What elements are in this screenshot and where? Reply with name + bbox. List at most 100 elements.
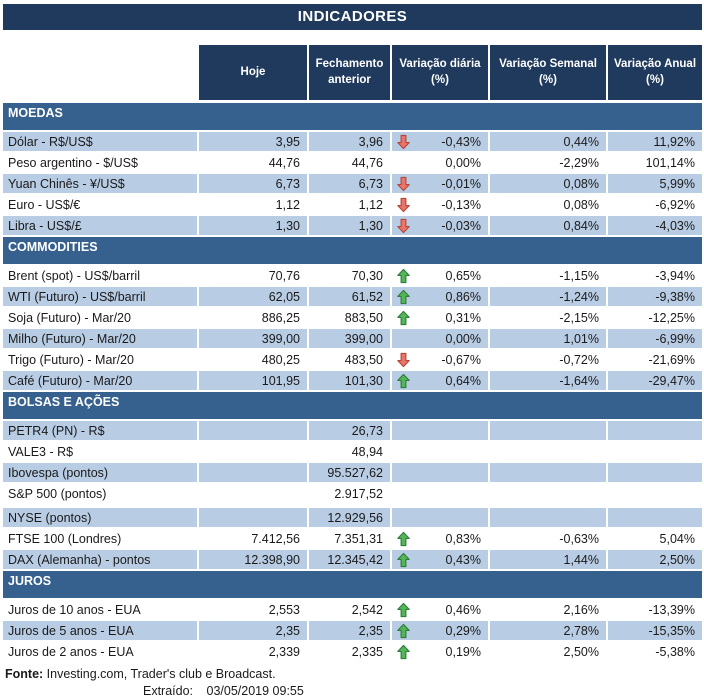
cell-hoje: 399,00 [197, 328, 308, 350]
cell-variacao-semanal: 0,84% [488, 215, 607, 237]
cell-fechamento: 483,50 [307, 349, 391, 371]
cell-variacao-anual: 5,04% [606, 528, 702, 550]
cell-variacao-anual: -6,92% [606, 194, 702, 216]
section-band-moedas: MOEDAS [3, 101, 702, 132]
section-band-bolsas-e-a-es: BOLSAS E AÇÕES [3, 391, 702, 421]
cell-variacao-diaria: -0,67% [390, 349, 489, 371]
cell-variacao-semanal: 0,08% [488, 194, 607, 216]
cell-fechamento: 44,76 [307, 152, 391, 174]
cell-hoje [197, 441, 308, 463]
cell-hoje: 12.398,90 [197, 549, 308, 571]
down-arrow-icon [396, 352, 410, 367]
cell-variacao-diaria: 0,43% [390, 549, 489, 571]
cell-variacao-diaria: -0,03% [390, 215, 489, 237]
cell-variacao-diaria: 0,31% [390, 307, 489, 329]
cell-fechamento: 95.527,62 [307, 462, 391, 484]
table-row: Juros de 5 anos - EUA 2,35 2,35 0,29% 2,… [3, 620, 702, 642]
no-arrow-slot [396, 465, 410, 480]
table-row: Euro - US$/€ 1,12 1,12 -0,13% 0,08% -6,9… [3, 194, 702, 216]
indicators-table: Hoje Fechamento anterior Variação diária… [3, 45, 702, 663]
up-arrow-icon [396, 268, 410, 283]
row-label: Brent (spot) - US$/barril [3, 265, 198, 287]
table-row: Peso argentino - $/US$ 44,76 44,76 0,00%… [3, 152, 702, 174]
section-header-row: COMMODITIES [3, 236, 702, 266]
cell-variacao-anual: -15,35% [606, 620, 702, 642]
cell-hoje: 101,95 [197, 370, 308, 392]
cell-variacao-diaria: 0,29% [390, 620, 489, 642]
cell-variacao-semanal: -1,64% [488, 370, 607, 392]
cell-variacao-semanal [488, 420, 607, 442]
cell-fechamento: 61,52 [307, 286, 391, 308]
column-header-row: Hoje Fechamento anterior Variação diária… [3, 45, 702, 103]
table-row: Café (Futuro) - Mar/20 101,95 101,30 0,6… [3, 370, 702, 392]
down-arrow-icon [396, 134, 410, 149]
cell-variacao-anual [606, 420, 702, 442]
cell-fechamento: 26,73 [307, 420, 391, 442]
section-header-row: MOEDAS [3, 101, 702, 132]
cell-variacao-anual: -3,94% [606, 265, 702, 287]
table-row: Libra - US$/£ 1,30 1,30 -0,03% 0,84% -4,… [3, 215, 702, 237]
section-header-row: BOLSAS E AÇÕES [3, 391, 702, 421]
footer: Fonte: Investing.com, Trader's club e Br… [3, 666, 702, 700]
up-arrow-icon [396, 373, 410, 388]
cell-hoje: 7.412,56 [197, 528, 308, 550]
cell-hoje: 70,76 [197, 265, 308, 287]
cell-hoje: 2,553 [197, 599, 308, 621]
row-label: S&P 500 (pontos) [3, 483, 198, 505]
up-arrow-icon [396, 289, 410, 304]
cell-hoje: 2,339 [197, 641, 308, 663]
cell-hoje: 62,05 [197, 286, 308, 308]
down-arrow-icon [396, 218, 410, 233]
cell-variacao-diaria: -0,01% [390, 173, 489, 195]
source-text: Investing.com, Trader's club e Broadcast… [46, 667, 276, 681]
cell-hoje: 44,76 [197, 152, 308, 174]
cell-variacao-semanal [488, 508, 607, 529]
cell-variacao-diaria: 0,00% [390, 152, 489, 174]
table-row: Yuan Chinês - ¥/US$ 6,73 6,73 -0,01% 0,0… [3, 173, 702, 195]
col-header-fechamento: Fechamento anterior [307, 45, 391, 103]
cell-fechamento: 101,30 [307, 370, 391, 392]
row-label: Euro - US$/€ [3, 194, 198, 216]
cell-variacao-anual: -6,99% [606, 328, 702, 350]
table-row: Ibovespa (pontos) 95.527,62 [3, 462, 702, 484]
cell-variacao-diaria [390, 420, 489, 442]
extracted-label: Extraído: [143, 684, 194, 698]
cell-variacao-anual [606, 462, 702, 484]
row-label: Ibovespa (pontos) [3, 462, 198, 484]
cell-fechamento: 7.351,31 [307, 528, 391, 550]
cell-variacao-diaria [390, 441, 489, 463]
row-label: DAX (Alemanha) - pontos [3, 549, 198, 571]
row-label: PETR4 (PN) - R$ [3, 420, 198, 442]
table-row: Milho (Futuro) - Mar/20 399,00 399,00 0,… [3, 328, 702, 350]
up-arrow-icon [396, 552, 410, 567]
cell-variacao-diaria [390, 508, 489, 529]
cell-variacao-anual: -9,38% [606, 286, 702, 308]
cell-hoje: 3,95 [197, 131, 308, 153]
cell-fechamento: 2,35 [307, 620, 391, 642]
cell-variacao-anual: -5,38% [606, 641, 702, 663]
row-label: Libra - US$/£ [3, 215, 198, 237]
section-header-row: JUROS [3, 570, 702, 600]
table-row: WTI (Futuro) - US$/barril 62,05 61,52 0,… [3, 286, 702, 308]
cell-variacao-anual: -12,25% [606, 307, 702, 329]
cell-hoje: 480,25 [197, 349, 308, 371]
row-label: Café (Futuro) - Mar/20 [3, 370, 198, 392]
row-label: FTSE 100 (Londres) [3, 528, 198, 550]
cell-hoje [197, 483, 308, 505]
cell-variacao-anual: 2,50% [606, 549, 702, 571]
cell-variacao-semanal [488, 462, 607, 484]
cell-variacao-anual: 11,92% [606, 131, 702, 153]
cell-variacao-semanal: 2,78% [488, 620, 607, 642]
up-arrow-icon [396, 623, 410, 638]
cell-variacao-semanal: -0,63% [488, 528, 607, 550]
cell-variacao-diaria: 0,64% [390, 370, 489, 392]
no-arrow-slot [396, 444, 410, 459]
cell-variacao-diaria [390, 462, 489, 484]
no-arrow-slot [396, 486, 410, 501]
cell-hoje: 6,73 [197, 173, 308, 195]
cell-variacao-semanal: 2,16% [488, 599, 607, 621]
cell-variacao-semanal [488, 441, 607, 463]
cell-variacao-diaria: -0,43% [390, 131, 489, 153]
extracted-line: Extraído: 03/05/2019 09:55 [3, 683, 702, 700]
row-label: VALE3 - R$ [3, 441, 198, 463]
